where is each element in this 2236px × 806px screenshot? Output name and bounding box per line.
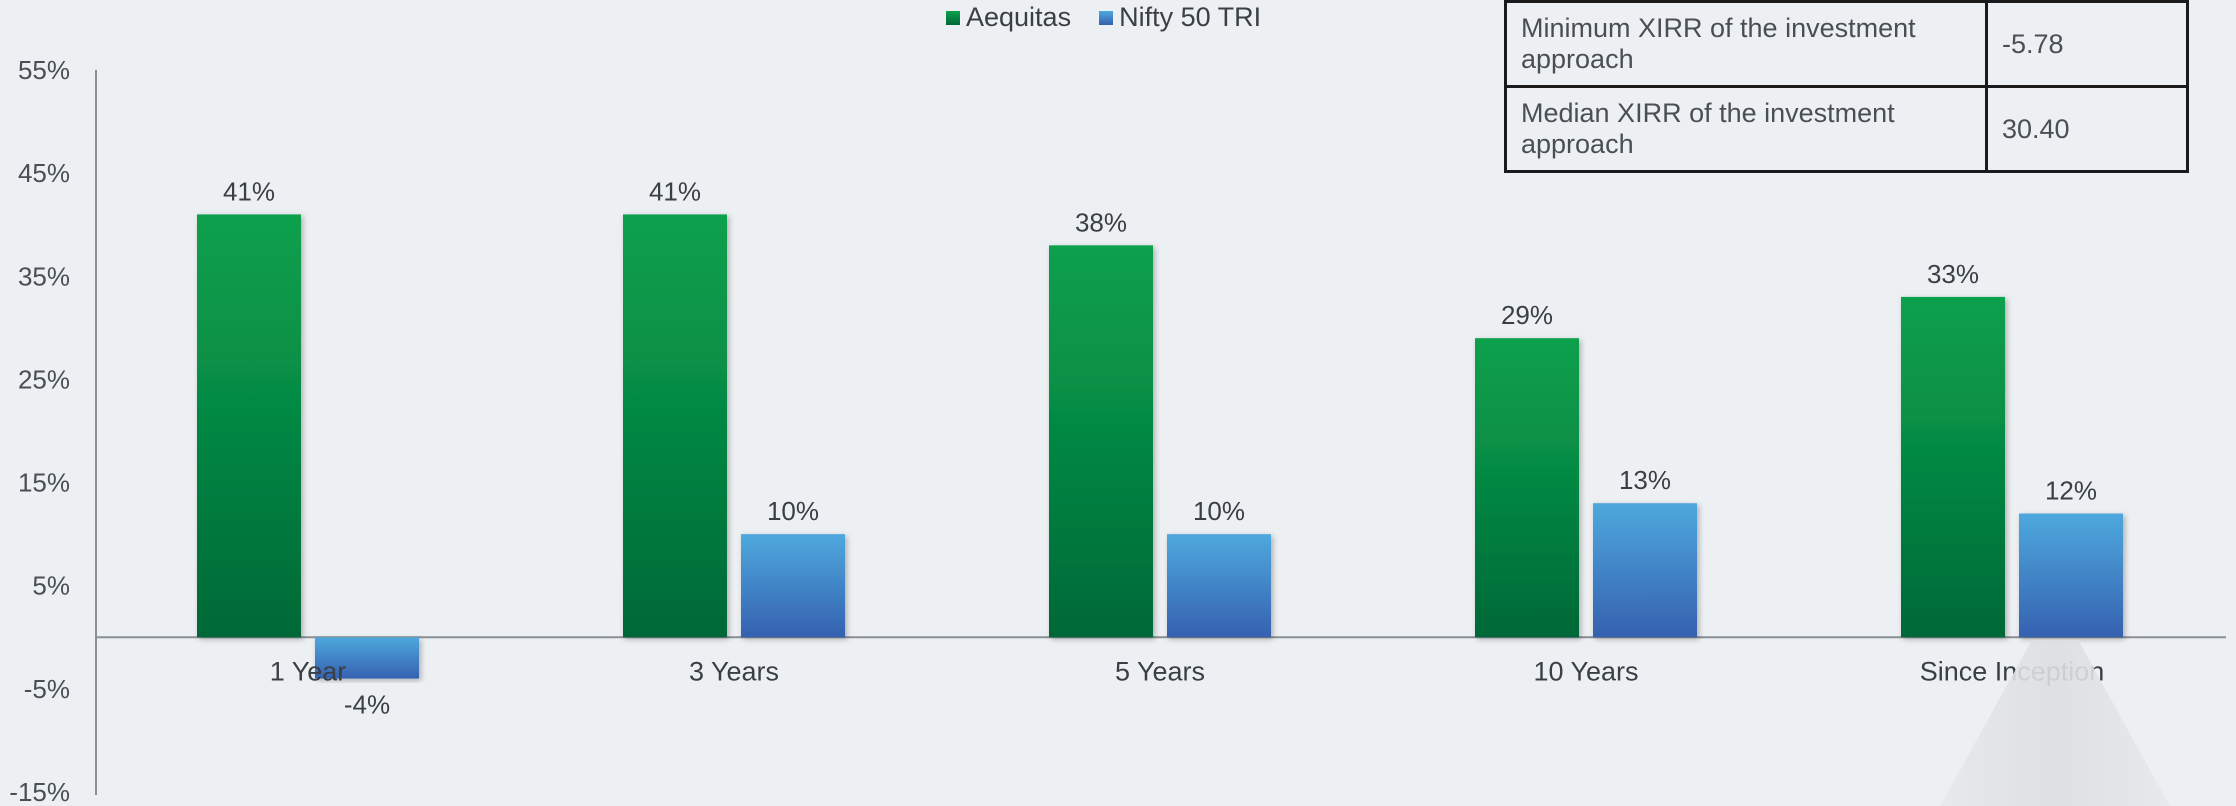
y-tick-label: -5% [24, 674, 70, 704]
xirr-value-minimum: -5.78 [1985, 0, 2189, 88]
y-tick-label: 55% [18, 55, 70, 85]
data-label: 33% [1927, 259, 1979, 289]
axes: 55% 45% 35% 25% 15% 5% -5% -15% [9, 55, 2226, 806]
legend-swatch-aequitas [946, 10, 960, 25]
x-tick-label: 10 Years [1533, 656, 1638, 686]
xirr-label-minimum: Minimum XIRR of the investment approach [1504, 0, 1988, 88]
bar-nifty [2019, 513, 2123, 638]
legend-item-nifty: Nifty 50 TRI [1099, 2, 1261, 33]
xirr-table: Minimum XIRR of the investment approach … [1504, 0, 2189, 173]
legend-label-aequitas: Aequitas [966, 2, 1072, 32]
bar-aequitas [1049, 245, 1153, 638]
y-tick-label: 35% [18, 261, 70, 291]
legend-item-aequitas: Aequitas [946, 2, 1071, 33]
data-label: 29% [1501, 300, 1553, 330]
data-label: 12% [2045, 476, 2097, 506]
y-tick-label: 5% [32, 571, 70, 601]
y-tick-label: 15% [18, 468, 70, 498]
x-tick-label: 1 Year [270, 656, 347, 686]
legend-swatch-nifty [1099, 10, 1114, 25]
y-tick-label: 25% [18, 364, 70, 394]
bar-aequitas [1475, 338, 1579, 638]
bar-aequitas [1901, 296, 2005, 638]
y-tick-label: 45% [18, 158, 70, 188]
bars [197, 214, 2123, 679]
data-label: 10% [1193, 496, 1245, 526]
x-tick-label: 5 Years [1115, 656, 1205, 686]
xirr-value-median: 30.40 [1985, 85, 2189, 173]
xirr-label-median: Median XIRR of the investment approach [1504, 85, 1988, 173]
data-label: 13% [1619, 465, 1671, 495]
legend-label-nifty: Nifty 50 TRI [1119, 2, 1262, 32]
xirr-row-median: Median XIRR of the investment approach 3… [1504, 85, 2189, 173]
bar-nifty [1167, 534, 1271, 638]
data-label: 10% [767, 496, 819, 526]
data-label: -4% [344, 690, 390, 720]
bar-nifty [741, 534, 845, 638]
x-tick-label: 3 Years [689, 656, 779, 686]
bar-nifty [315, 637, 419, 679]
data-label: 38% [1075, 207, 1127, 237]
chart-legend: Aequitas Nifty 50 TRI [946, 2, 1261, 33]
bar-aequitas [197, 214, 301, 638]
data-label: 41% [223, 176, 275, 206]
xirr-row-minimum: Minimum XIRR of the investment approach … [1504, 0, 2189, 88]
bar-nifty [1593, 503, 1697, 638]
y-tick-label: -15% [9, 777, 70, 806]
bar-aequitas [623, 214, 727, 638]
data-label: 41% [649, 176, 701, 206]
